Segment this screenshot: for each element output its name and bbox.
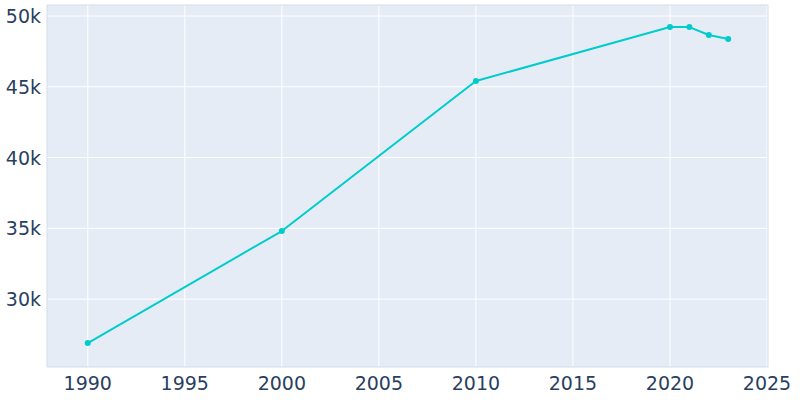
data-point[interactable] [279, 228, 285, 234]
y-tick-label: 30k [6, 288, 41, 310]
x-tick-label: 2010 [452, 372, 500, 394]
plot-background [47, 5, 768, 367]
y-tick-label: 45k [6, 76, 41, 98]
x-grid-line [475, 5, 476, 367]
y-grid-line [47, 299, 768, 300]
x-tick-label: 2005 [355, 372, 403, 394]
x-grid-line [87, 5, 88, 367]
data-point[interactable] [667, 24, 673, 30]
y-tick-label: 50k [6, 5, 41, 27]
x-tick-label: 2015 [549, 372, 597, 394]
chart-container: 1990 1995 2000 2005 2010 2015 2020 2025 30k 35k 40… [0, 0, 800, 400]
y-grid-line [47, 228, 768, 229]
chart-svg: 1990 1995 2000 2005 2010 2015 2020 2025 30k 35k 40… [0, 0, 800, 400]
x-grid-line [669, 5, 670, 367]
y-grid-line [47, 157, 768, 158]
data-line [88, 27, 728, 343]
x-tick-label: 2000 [258, 372, 306, 394]
x-grid-line [281, 5, 282, 367]
data-point[interactable] [85, 340, 91, 346]
x-grid-line [767, 5, 768, 367]
x-grid-line [184, 5, 185, 367]
y-grid-line [47, 86, 768, 87]
y-tick-label: 35k [6, 217, 41, 239]
data-point[interactable] [725, 36, 731, 42]
data-point[interactable] [686, 24, 692, 30]
data-group [85, 24, 731, 346]
x-tick-label: 2020 [646, 372, 694, 394]
plot-frame [47, 5, 768, 367]
x-tick-label: 2025 [743, 372, 791, 394]
x-grid-line [378, 5, 379, 367]
data-point[interactable] [706, 32, 712, 38]
y-tick-label: 40k [6, 147, 41, 169]
data-point[interactable] [473, 78, 479, 84]
x-grid-line [572, 5, 573, 367]
x-tick-label: 1990 [64, 372, 112, 394]
y-grid-line [47, 16, 768, 17]
x-tick-label: 1995 [161, 372, 209, 394]
